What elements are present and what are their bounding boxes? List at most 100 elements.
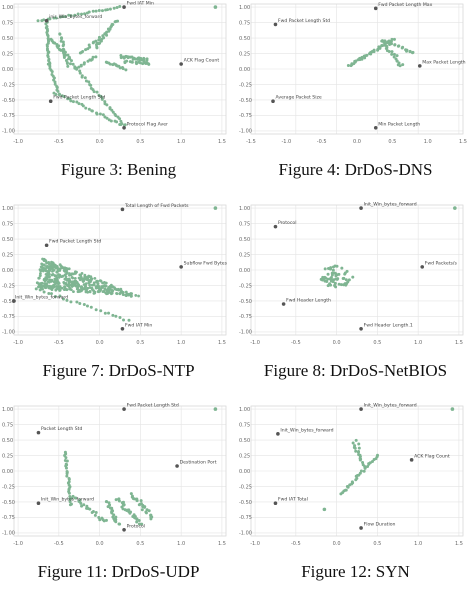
data-point	[58, 269, 62, 272]
data-point	[326, 272, 330, 276]
x-tick-label: -1.0	[250, 340, 260, 346]
feature-label: Init_Win_bytes_forward	[15, 294, 68, 300]
data-point	[395, 54, 399, 58]
figure-4-scatter: -1.5 -1.0 -0.5 0.0 0.5 1.0 1.5 1.00 0.75 0.50 0.25…	[239, 2, 467, 145]
x-tick-label: -1.0	[13, 340, 23, 346]
data-point	[95, 112, 99, 116]
data-point	[333, 271, 337, 275]
y-tick-label: -0.75	[239, 515, 252, 521]
data-point	[135, 520, 139, 524]
x-tick-label: 1.5	[459, 139, 467, 145]
data-point	[44, 22, 48, 26]
data-point	[112, 6, 116, 10]
data-point	[54, 92, 58, 96]
feature-point	[450, 407, 455, 411]
data-point	[35, 281, 39, 285]
data-point	[360, 55, 364, 59]
data-point	[92, 283, 96, 287]
x-tick-label: -1.5	[246, 139, 256, 145]
data-point	[72, 290, 75, 293]
data-point	[330, 273, 334, 277]
data-point	[120, 122, 124, 126]
x-tick-label: 0.0	[333, 541, 341, 547]
data-point	[44, 273, 48, 276]
data-point	[389, 42, 393, 46]
data-point	[130, 60, 134, 64]
plot-frame	[13, 204, 227, 336]
data-point	[81, 104, 85, 108]
data-point	[83, 76, 87, 80]
plot-frame	[13, 405, 227, 537]
data-point	[46, 275, 50, 279]
data-point	[88, 290, 92, 293]
data-point	[57, 275, 61, 279]
data-point	[97, 8, 101, 12]
data-point	[83, 276, 86, 280]
feature-label: Fwd Header Length	[286, 298, 331, 304]
y-tick-label: 0.75	[239, 20, 250, 26]
data-point	[87, 80, 91, 84]
x-tick-label: 1.5	[218, 340, 226, 346]
data-point	[65, 472, 69, 476]
data-point	[70, 280, 74, 284]
data-point	[351, 441, 355, 445]
feature-point	[322, 507, 327, 512]
data-point	[372, 48, 376, 52]
data-point	[135, 62, 139, 66]
y-tick-label: -0.75	[2, 314, 15, 320]
y-tick-label: 0.50	[2, 36, 13, 42]
feature-label: Packet Length Std	[41, 426, 83, 432]
data-point	[90, 283, 94, 287]
data-point	[337, 282, 341, 286]
x-tick-label: 0.5	[136, 340, 144, 346]
data-point	[110, 510, 114, 514]
data-point	[125, 292, 129, 296]
data-point	[48, 286, 52, 290]
data-point	[76, 12, 80, 16]
data-point	[118, 66, 122, 70]
data-point	[140, 508, 144, 512]
data-point	[71, 100, 75, 104]
data-point	[108, 7, 112, 11]
figure-7-caption: Figure 7: DrDoS-NTP	[42, 361, 195, 380]
y-tick-label: -0.50	[2, 98, 15, 104]
data-point	[95, 90, 99, 94]
data-point	[106, 8, 110, 12]
data-point	[87, 107, 91, 111]
feature-label: Fwd Packet Length Std	[49, 239, 101, 245]
x-tick-label: 1.0	[414, 340, 422, 346]
data-point	[62, 95, 66, 99]
figure-8-caption: Figure 8: DrDoS-NetBIOS	[263, 361, 448, 380]
data-point	[137, 518, 141, 522]
data-point	[145, 61, 149, 65]
data-point	[64, 466, 68, 470]
data-point	[115, 120, 119, 124]
data-point	[39, 282, 42, 285]
data-point	[53, 274, 57, 277]
feature-label: ACK Flag Count	[414, 453, 450, 459]
data-point	[335, 264, 339, 268]
data-point	[114, 498, 118, 502]
data-point	[343, 271, 347, 275]
data-point	[103, 287, 107, 291]
data-point	[89, 305, 93, 309]
figure-12-scatter: -1.0 -0.5 0.0 0.5 1.0 1.5 1.00 0.75 0.50 0.25 0.00…	[239, 403, 464, 547]
data-point	[69, 59, 73, 63]
feature-point	[175, 464, 179, 468]
y-tick-label: -0.75	[2, 515, 15, 521]
x-tick-label: -0.5	[54, 139, 64, 145]
data-point	[333, 284, 337, 288]
data-point	[98, 290, 102, 293]
data-point	[111, 285, 115, 289]
figure-8-plot: -1.0 -0.5 0.0 0.5 1.0 1.5 1.00 0.75 0.50 0.25 0.00…	[237, 201, 474, 351]
data-point	[103, 281, 106, 284]
data-point	[346, 280, 350, 284]
data-point	[100, 9, 104, 13]
data-point	[323, 279, 327, 283]
data-point	[48, 269, 52, 272]
feature-point	[373, 6, 378, 11]
data-point	[354, 449, 358, 453]
x-tick-label: 0.5	[136, 139, 144, 145]
y-tick-label: 0.75	[2, 422, 13, 428]
feature-point	[373, 126, 378, 130]
